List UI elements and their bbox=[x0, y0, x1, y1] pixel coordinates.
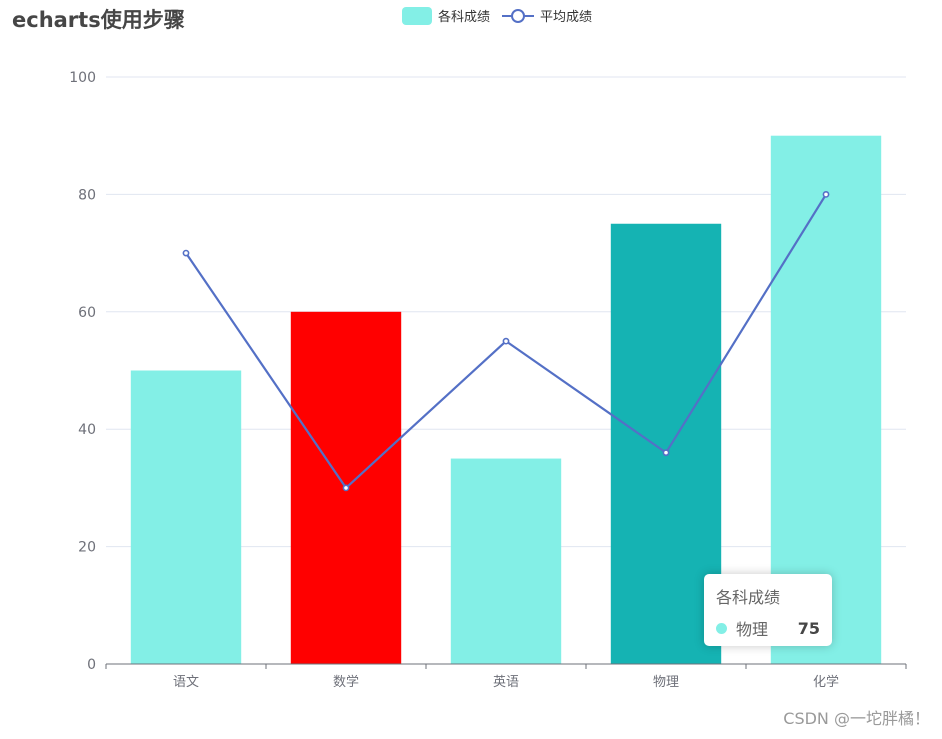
x-tick-label: 语文 bbox=[173, 675, 199, 690]
y-tick-label: 0 bbox=[87, 657, 96, 673]
bar bbox=[610, 223, 722, 664]
y-tick-label: 40 bbox=[78, 422, 96, 438]
y-tick-label: 80 bbox=[78, 187, 96, 203]
line-point bbox=[502, 337, 510, 345]
legend-bar-swatch bbox=[402, 6, 432, 25]
chart-title: echarts使用步骤 bbox=[12, 8, 185, 32]
x-tick-label: 物理 bbox=[653, 675, 679, 690]
legend-line-label: 平均成绩 bbox=[540, 10, 593, 25]
watermark: CSDN @一坨胖橘！ bbox=[783, 709, 930, 728]
y-tick-label: 60 bbox=[78, 305, 96, 321]
x-tick-label: 英语 bbox=[493, 675, 519, 690]
legend-line-swatch bbox=[502, 7, 535, 25]
line-point bbox=[822, 190, 830, 198]
y-tick-label: 20 bbox=[78, 540, 96, 556]
line-point bbox=[662, 449, 670, 457]
tooltip-color-dot bbox=[716, 622, 727, 634]
tooltip: 各科成绩 物理 75 bbox=[704, 574, 832, 646]
bar bbox=[130, 370, 242, 664]
tooltip-title: 各科成绩 bbox=[716, 588, 781, 607]
bar bbox=[450, 458, 562, 664]
legend-item-bar[interactable]: 各科成绩 bbox=[402, 6, 490, 25]
legend-bar-label: 各科成绩 bbox=[438, 10, 491, 25]
legend: 各科成绩 平均成绩 bbox=[402, 6, 604, 25]
y-tick-label: 100 bbox=[69, 70, 96, 86]
line-point bbox=[182, 249, 190, 257]
tooltip-row: 物理 75 bbox=[716, 616, 820, 640]
line-point bbox=[342, 484, 350, 492]
tooltip-label: 物理 bbox=[736, 620, 769, 639]
x-tick-label: 化学 bbox=[813, 674, 839, 690]
tooltip-value: 75 bbox=[797, 618, 820, 638]
x-tick-label: 数学 bbox=[333, 674, 359, 690]
legend-item-line[interactable]: 平均成绩 bbox=[502, 6, 592, 25]
